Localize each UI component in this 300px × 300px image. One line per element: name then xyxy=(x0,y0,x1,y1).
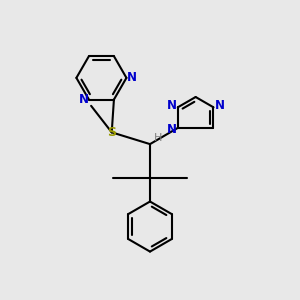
Text: N: N xyxy=(167,99,177,112)
Text: N: N xyxy=(127,71,137,84)
Text: H: H xyxy=(154,133,162,142)
Text: N: N xyxy=(214,99,224,112)
Text: N: N xyxy=(167,123,177,136)
Text: N: N xyxy=(79,93,88,106)
Text: S: S xyxy=(107,126,116,139)
